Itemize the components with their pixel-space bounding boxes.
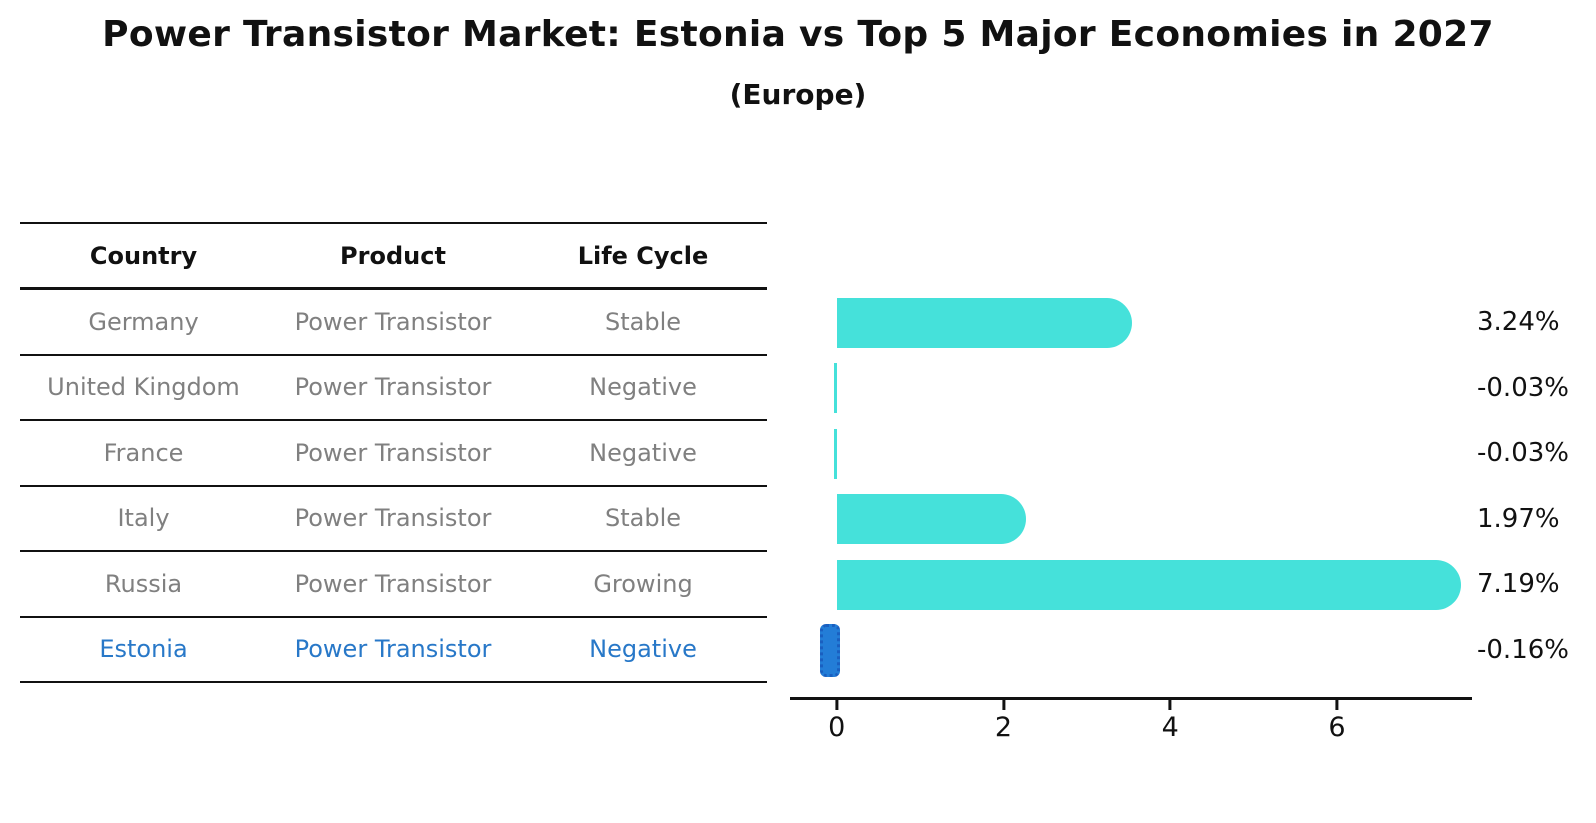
value-labels: 3.24% -0.03% -0.03% 1.97% 7.19% -0.16%	[1477, 290, 1569, 683]
value-label: 7.19%	[1477, 569, 1560, 599]
x-tick-label: 2	[994, 712, 1013, 743]
x-tick: 4	[1162, 700, 1179, 743]
value-label: -0.03%	[1477, 372, 1569, 403]
header-country: Country	[89, 241, 198, 270]
header-life-cycle: Life Cycle	[577, 241, 709, 270]
header-product: Product	[340, 241, 446, 270]
cell-country: United Kingdom	[47, 373, 240, 402]
x-tick: 6	[1328, 700, 1346, 743]
bar-row	[790, 487, 1472, 553]
x-tick-label: 6	[1328, 712, 1346, 743]
value-label: 3.24%	[1477, 307, 1560, 337]
cell-country: Germany	[88, 307, 199, 336]
cell-life-cycle: Stable	[604, 504, 682, 533]
cell-product: Power Transistor	[294, 569, 492, 598]
country-table: Country Product Life Cycle Germany Power…	[20, 222, 767, 683]
cell-country: Estonia	[99, 635, 188, 664]
value-label: 1.97%	[1477, 503, 1560, 534]
cell-product: Power Transistor	[294, 307, 492, 336]
x-tick-label: 0	[828, 712, 846, 743]
cell-life-cycle: Negative	[589, 373, 697, 402]
cell-life-cycle: Growing	[593, 569, 693, 598]
cell-product: Power Transistor	[294, 438, 492, 467]
table-row: United Kingdom Power Transistor Negative	[20, 356, 767, 421]
bar-row	[790, 290, 1472, 356]
bar-plot: 0 2 4 6 3.24% -0.03% -0.03% 1.97% 7.19% …	[790, 290, 1596, 760]
bar	[820, 623, 840, 677]
chart-title: Power Transistor Market: Estonia vs Top …	[102, 14, 1494, 55]
value-label: -0.16%	[1477, 634, 1569, 665]
table-row: Russia Power Transistor Growing	[20, 552, 767, 618]
cell-country: Russia	[104, 569, 183, 598]
cell-product: Power Transistor	[294, 373, 492, 402]
cell-life-cycle: Stable	[604, 307, 682, 336]
bar	[834, 428, 837, 479]
value-label: -0.03%	[1477, 438, 1569, 468]
x-tick-mark	[1168, 700, 1172, 710]
cell-life-cycle: Negative	[589, 635, 697, 664]
x-tick-mark	[1335, 700, 1339, 710]
bar-rows	[790, 290, 1472, 683]
cell-product: Power Transistor	[294, 635, 492, 664]
bar-row	[790, 552, 1472, 618]
x-tick-mark	[1001, 700, 1005, 710]
x-tick: 0	[828, 700, 845, 743]
bar	[836, 494, 1026, 545]
cell-country: Italy	[117, 504, 170, 533]
bar	[836, 559, 1462, 610]
cell-life-cycle: Negative	[589, 438, 697, 467]
x-tick-mark	[835, 700, 839, 710]
table-header-row: Country Product Life Cycle	[20, 222, 767, 290]
cell-country: France	[103, 438, 184, 467]
table-row-estonia: Estonia Power Transistor Negative	[20, 618, 767, 683]
cell-product: Power Transistor	[294, 504, 492, 533]
chart-subtitle: (Europe)	[729, 78, 867, 111]
table-row: Italy Power Transistor Stable	[20, 487, 767, 552]
bar	[834, 363, 837, 414]
bar-row	[790, 618, 1472, 684]
x-tick: 2	[995, 700, 1012, 743]
bar-row	[790, 356, 1472, 422]
x-tick-label: 4	[1161, 712, 1179, 743]
bar-row	[790, 421, 1472, 487]
bar	[836, 297, 1132, 348]
table-row: France Power Transistor Negative	[20, 421, 767, 487]
table-row: Germany Power Transistor Stable	[20, 290, 767, 356]
x-axis-line	[790, 697, 1472, 700]
